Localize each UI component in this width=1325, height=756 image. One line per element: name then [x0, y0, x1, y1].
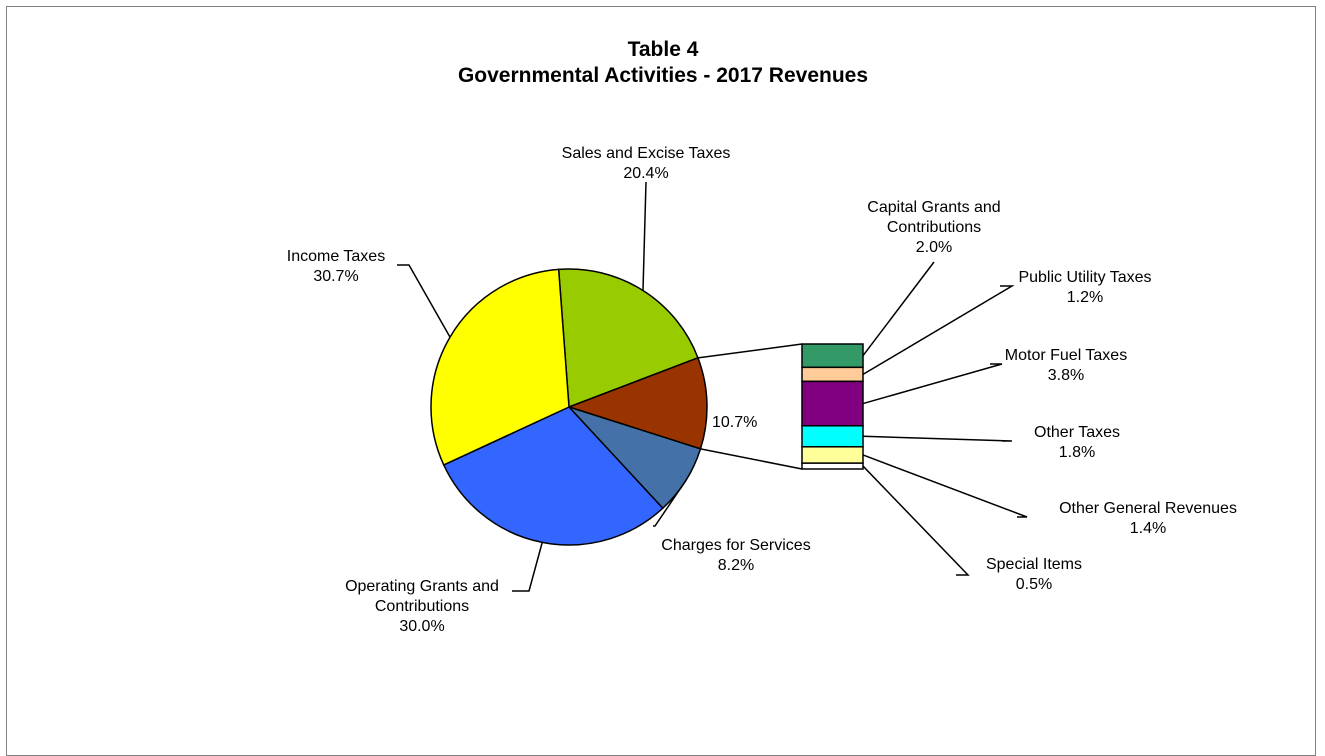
- label-sales-and-excise-taxes-line-2: 20.4%: [623, 165, 668, 182]
- pie-slices: [430, 268, 708, 546]
- bar-segment-other-taxes: [801, 425, 864, 448]
- leader-line-charges-for-services: [653, 480, 687, 527]
- chart-title: Table 4: [628, 38, 699, 61]
- label-public-utility-taxes-line-1: Public Utility Taxes: [1018, 269, 1151, 286]
- label-capital-grants-and-contributions-line-1: Capital Grants and: [867, 199, 1000, 216]
- label-other-taxes-line-2: 1.8%: [1059, 444, 1095, 461]
- bar-segment-special-items: [801, 462, 864, 470]
- bar-segment-public-utility-taxes: [801, 366, 864, 383]
- label-capital-grants-and-contributions-line-2: Contributions: [887, 219, 981, 236]
- label-capital-grants-and-contributions-line-3: 2.0%: [916, 239, 952, 256]
- label-other-general-revenues-line-1: Other General Revenues: [1059, 500, 1237, 517]
- leader-line-other-general-revenues: [862, 454, 1028, 518]
- slice-labels: Sales and Excise Taxes 20.4% 10.7% Charges …: [287, 145, 1237, 635]
- label-other-general-revenues-line-2: 1.4%: [1130, 520, 1166, 537]
- label-motor-fuel-taxes-line-1: Motor Fuel Taxes: [1005, 347, 1127, 364]
- label-public-utility-taxes-line-2: 1.2%: [1067, 289, 1103, 306]
- leader-lines: [397, 181, 1028, 592]
- label-motor-fuel-taxes-line-2: 3.8%: [1048, 367, 1084, 384]
- leader-line-special-items: [862, 465, 970, 576]
- label-grouped-other-line-1: 10.7%: [712, 414, 757, 431]
- bar-segment-other-general-revenues: [801, 446, 864, 464]
- label-charges-for-services-line-2: 8.2%: [718, 557, 754, 574]
- label-income-taxes-line-2: 30.7%: [313, 268, 358, 285]
- connector-line-top: [697, 343, 803, 359]
- label-special-items-line-1: Special Items: [986, 556, 1082, 573]
- pie-slice-sales-and-excise-taxes: [557, 268, 699, 409]
- leader-line-income-taxes: [397, 264, 451, 338]
- pie-slice-operating-grants-and-contributions: [442, 406, 664, 546]
- bar-segment-capital-grants-and-contributions: [801, 343, 864, 369]
- bar-segment-motor-fuel-taxes: [801, 380, 864, 427]
- label-operating-grants-line-1: Operating Grants and: [345, 578, 499, 595]
- connector-line-bottom: [700, 448, 803, 470]
- label-income-taxes-line-1: Income Taxes: [287, 248, 385, 265]
- breakdown-bar: [801, 343, 864, 470]
- label-charges-for-services-line-1: Charges for Services: [661, 537, 810, 554]
- pie-slice-grouped-other: [566, 356, 708, 450]
- leader-line-operating-grants: [512, 542, 543, 592]
- leader-line-capital-grants-and-contributions: [862, 261, 935, 357]
- leader-line-other-taxes: [862, 435, 1013, 442]
- label-operating-grants-line-2: Contributions: [375, 598, 469, 615]
- leader-line-motor-fuel-taxes: [862, 363, 1003, 405]
- chart-subtitle: Governmental Activities - 2017 Revenues: [458, 64, 868, 87]
- label-operating-grants-line-3: 30.0%: [399, 618, 444, 635]
- label-other-taxes-line-1: Other Taxes: [1034, 424, 1120, 441]
- leader-line-public-utility-taxes: [862, 285, 1015, 376]
- label-sales-and-excise-taxes-line-1: Sales and Excise Taxes: [562, 145, 731, 162]
- label-special-items-line-2: 0.5%: [1016, 576, 1052, 593]
- leader-line-sales-and-excise-taxes: [642, 181, 647, 291]
